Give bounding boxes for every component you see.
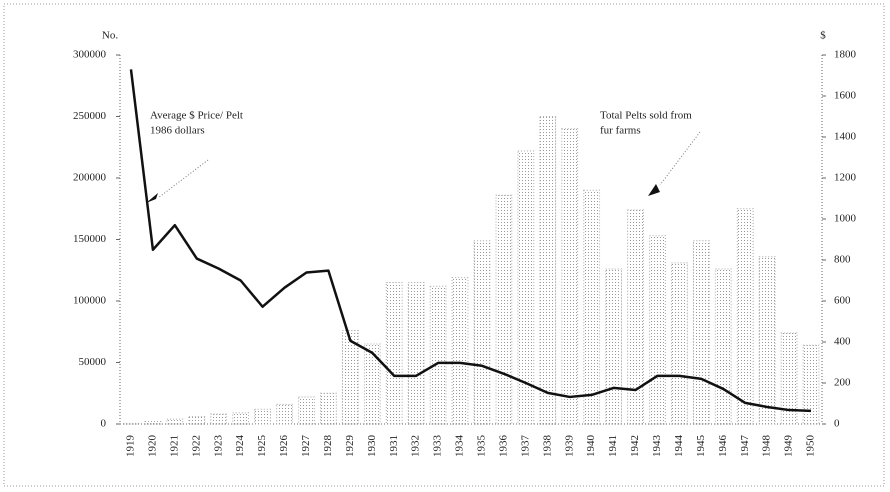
x-tick-label: 1946 (717, 435, 729, 458)
bar (583, 189, 601, 425)
x-tick-label: 1940 (585, 435, 597, 458)
y-tick-label: 0 (101, 418, 107, 430)
bar (254, 408, 271, 425)
bar (429, 285, 447, 425)
x-tick-label: 1935 (476, 435, 488, 458)
y-tick-label: 100000 (73, 295, 107, 307)
y-axis-label: No. (102, 30, 118, 42)
x-tick-label: 1920 (146, 435, 158, 458)
x-tick-label: 1939 (563, 435, 575, 458)
x-tick-label: 1932 (410, 435, 422, 457)
y2-tick-label: 1800 (834, 49, 857, 61)
bar (341, 330, 359, 425)
bar (802, 344, 820, 425)
y-tick-label: 50000 (79, 356, 107, 368)
y2-axis-label: $ (820, 30, 826, 42)
bar (407, 282, 425, 425)
bar (649, 235, 666, 425)
bar (627, 209, 644, 425)
annotation-arrow (157, 159, 209, 199)
arrowhead (648, 184, 660, 196)
bar (517, 150, 535, 425)
bar (144, 421, 162, 425)
x-tick-label: 1934 (454, 435, 466, 458)
y2-tick-label: 1600 (834, 90, 857, 102)
bar (714, 268, 732, 425)
x-tick-label: 1927 (300, 435, 312, 458)
x-tick-label: 1948 (761, 435, 773, 458)
y-tick-label: 300000 (73, 49, 107, 61)
x-tick-label: 1924 (234, 435, 246, 458)
bar (385, 282, 403, 425)
bar (363, 343, 381, 425)
x-tick-label: 1919 (125, 435, 137, 458)
annotation: Total Pelts sold from (600, 110, 692, 122)
bar (122, 422, 140, 425)
x-tick-label: 1938 (541, 435, 553, 458)
x-tick-label: 1930 (366, 435, 378, 458)
x-tick-label: 1929 (344, 435, 356, 458)
bar (320, 392, 337, 425)
bar (495, 194, 513, 425)
bar (166, 418, 184, 425)
bar (561, 128, 579, 425)
annotation-arrow (659, 131, 701, 186)
arrowhead (146, 193, 158, 203)
bar (210, 413, 228, 425)
x-tick-label: 1928 (322, 435, 334, 458)
x-tick-label: 1943 (651, 435, 663, 458)
y2-tick-label: 200 (834, 377, 851, 389)
bar (451, 277, 469, 425)
x-tick-label: 1941 (607, 435, 619, 457)
x-tick-label: 1937 (519, 435, 531, 458)
bar (780, 332, 798, 425)
x-tick-label: 1926 (278, 435, 290, 458)
x-tick-label: 1944 (673, 435, 685, 458)
bar (298, 396, 315, 425)
x-tick-label: 1947 (739, 435, 751, 458)
bar (473, 240, 491, 425)
x-tick-label: 1950 (805, 435, 817, 458)
y-tick-label: 150000 (73, 233, 107, 245)
y2-tick-label: 1400 (834, 131, 857, 143)
x-tick-label: 1936 (497, 435, 509, 458)
bar (232, 412, 250, 425)
x-tick-label: 1949 (783, 435, 795, 458)
x-tick-label: 1921 (168, 435, 180, 457)
y2-tick-label: 800 (834, 254, 851, 266)
x-tick-label: 1922 (190, 435, 202, 457)
annotation: fur farms (600, 125, 641, 137)
line (129, 69, 812, 413)
x-tick-label: 1933 (432, 435, 444, 458)
annotation: Average $ Price/ Pelt (150, 110, 243, 122)
x-tick-label: 1942 (629, 435, 641, 457)
bar (539, 116, 557, 425)
y-tick-label: 200000 (73, 172, 107, 184)
y2-tick-label: 1200 (834, 172, 857, 184)
y2-tick-label: 0 (834, 418, 840, 430)
bar (188, 416, 206, 425)
bar (692, 240, 710, 425)
bar (671, 262, 688, 425)
x-tick-label: 1923 (212, 435, 224, 458)
y2-tick-label: 400 (834, 336, 851, 348)
annotation: 1986 dollars (150, 125, 205, 137)
y2-tick-label: 1000 (834, 213, 857, 225)
bar (736, 208, 754, 425)
x-tick-label: 1925 (256, 435, 268, 458)
y2-tick-label: 600 (834, 295, 851, 307)
x-tick-label: 1945 (695, 435, 707, 458)
y-tick-label: 250000 (73, 110, 107, 122)
bar (605, 268, 622, 425)
bar (276, 403, 293, 425)
x-tick-label: 1931 (388, 435, 400, 457)
bar (758, 256, 776, 425)
